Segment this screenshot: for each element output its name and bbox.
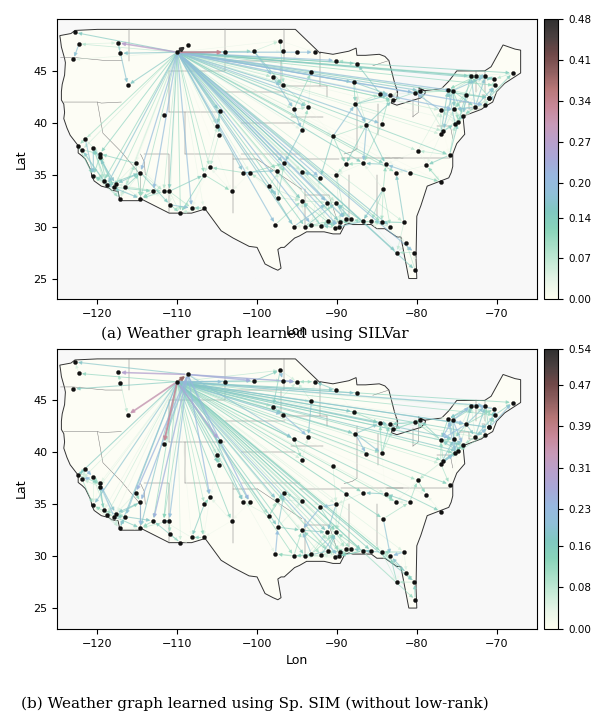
Polygon shape [60, 359, 521, 608]
Polygon shape [60, 29, 521, 279]
X-axis label: Lon: Lon [286, 654, 308, 667]
Y-axis label: Lat: Lat [15, 479, 28, 498]
X-axis label: Lon: Lon [286, 325, 308, 337]
Y-axis label: Lat: Lat [15, 149, 28, 169]
Text: (b) Weather graph learned using Sp. SIM (without low-rank): (b) Weather graph learned using Sp. SIM … [21, 696, 488, 711]
Text: (a) Weather graph learned using SILVar: (a) Weather graph learned using SILVar [101, 327, 408, 341]
